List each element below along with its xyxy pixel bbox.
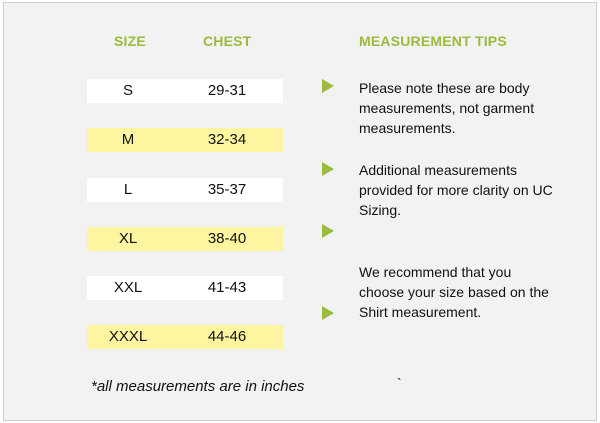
- footnote-units: *all measurements are in inches: [91, 378, 305, 395]
- chest-value: 32-34: [207, 131, 247, 148]
- size-value: XXL: [113, 279, 143, 296]
- measurement-tip-recommend: We recommend that you choose your size b…: [359, 264, 549, 320]
- size-value: XL: [118, 230, 138, 247]
- triangle-arrow-right-icon: [322, 162, 334, 176]
- size-row-s: S 29-31: [87, 79, 283, 103]
- chest-value: 38-40: [207, 230, 247, 247]
- chest-column-header: CHEST: [203, 33, 252, 49]
- triangle-arrow-right-icon: [322, 79, 334, 93]
- size-value: L: [123, 181, 133, 198]
- triangle-arrow-right-icon: [322, 306, 334, 320]
- chest-value: 35-37: [207, 181, 247, 198]
- size-row-xxxl: XXXL 44-46: [87, 325, 283, 349]
- size-value: XXXL: [108, 328, 148, 345]
- measurement-tips-header: MEASUREMENT TIPS: [359, 33, 507, 49]
- chest-value: 41-43: [207, 279, 247, 296]
- stray-mark: `: [397, 375, 402, 391]
- size-chart-panel: SIZE CHEST MEASUREMENT TIPS S 29-31 M 32…: [3, 2, 597, 421]
- size-row-l: L 35-37: [87, 178, 283, 202]
- size-value: S: [122, 82, 133, 99]
- triangle-arrow-right-icon: [322, 224, 334, 238]
- size-column-header: SIZE: [114, 33, 146, 49]
- measurement-tip-body: Please note these are body measurements,…: [359, 80, 535, 136]
- chest-value: 44-46: [207, 328, 247, 345]
- size-row-m: M 32-34: [87, 128, 283, 152]
- measurement-tip-additional: Additional measurements provided for mor…: [359, 162, 553, 218]
- size-row-xl: XL 38-40: [87, 227, 283, 251]
- size-value: M: [121, 131, 135, 148]
- size-row-xxl: XXL 41-43: [87, 276, 283, 300]
- chest-value: 29-31: [207, 82, 247, 99]
